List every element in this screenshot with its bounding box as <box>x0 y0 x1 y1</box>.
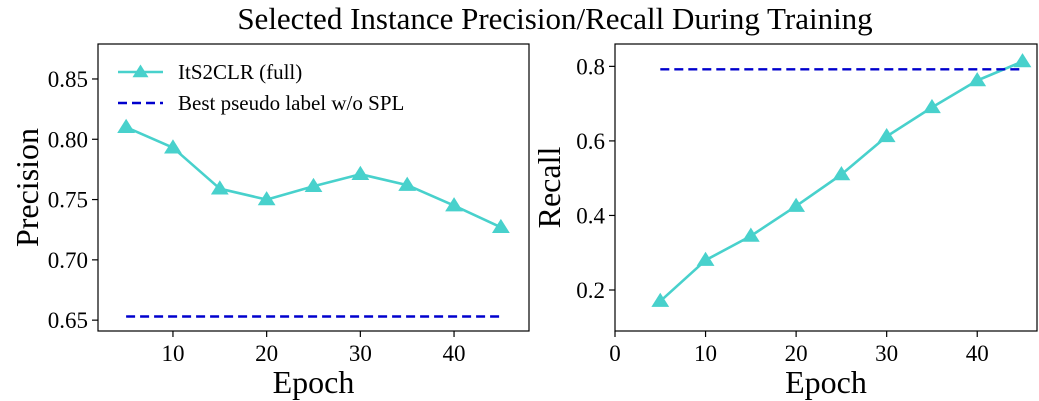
recall-panel: 0 10 20 30 40 0.2 0.4 0.6 0.8 Epoch Recall <box>531 43 1038 400</box>
precision-xtick-label: 10 <box>161 341 184 366</box>
precision-ytick-label: 0.70 <box>48 248 88 273</box>
recall-series-0-point <box>696 251 715 266</box>
recall-series-0-point <box>968 72 987 87</box>
precision-ytick-label: 0.75 <box>48 188 88 213</box>
legend-marker-0 <box>132 64 149 78</box>
chart-suptitle: Selected Instance Precision/Recall Durin… <box>237 1 872 36</box>
precision-ytick-label: 0.80 <box>48 127 88 152</box>
recall-series-0-point <box>877 127 896 143</box>
precision-series-0-point <box>445 197 463 212</box>
precision-ylabel: Precision <box>9 128 45 247</box>
recall-ytick-label: 0.2 <box>576 278 605 303</box>
precision-series-0-point <box>491 218 510 234</box>
precision-series-0-point <box>257 191 276 206</box>
recall-series-0-point <box>923 98 941 114</box>
recall-ytick-label: 0.6 <box>576 129 605 154</box>
recall-xtick-label: 10 <box>694 341 717 366</box>
recall-xtick-label: 0 <box>609 341 621 366</box>
precision-series-0-point <box>164 139 182 154</box>
recall-series-0-point <box>787 197 806 212</box>
recall-xtick-label: 30 <box>875 341 898 366</box>
legend-label-1: Best pseudo label w/o SPL <box>178 91 404 115</box>
precision-series-0-point <box>117 118 136 133</box>
recall-xlabel: Epoch <box>785 364 867 400</box>
legend-label-0: ItS2CLR (full) <box>178 60 302 84</box>
recall-ylabel: Recall <box>531 147 567 229</box>
recall-ytick-label: 0.4 <box>576 203 605 228</box>
precision-panel: 10 20 30 40 0.65 0.70 0.75 0.80 0.85 Epoch Precisi… <box>9 43 530 400</box>
recall-series-0-point <box>741 227 760 242</box>
precision-series-0-point <box>351 165 370 180</box>
precision-xtick-label: 40 <box>443 341 466 366</box>
recall-series-0-line <box>659 60 1024 303</box>
precision-series-0-line <box>125 126 502 229</box>
recall-series-0-point <box>832 166 851 181</box>
recall-series-0-point <box>651 292 670 307</box>
precision-series-0-point <box>304 177 323 193</box>
precision-xtick-label: 30 <box>349 341 372 366</box>
precision-xlabel: Epoch <box>273 364 355 400</box>
precision-series-0-point <box>398 176 417 191</box>
recall-xtick-label: 40 <box>966 341 989 366</box>
precision-ytick-label: 0.85 <box>48 67 88 92</box>
recall-series-0-point <box>1013 53 1032 68</box>
precision-axes-frame <box>97 43 530 332</box>
recall-ytick-label: 0.8 <box>576 54 605 79</box>
precision-legend: ItS2CLR (full) Best pseudo label w/o SPL <box>118 60 404 115</box>
precision-series-0-point <box>210 180 229 195</box>
precision-xtick-label: 20 <box>255 341 278 366</box>
precision-ytick-label: 0.65 <box>48 308 88 333</box>
recall-xtick-label: 20 <box>785 341 808 366</box>
recall-axes-frame <box>614 43 1038 332</box>
